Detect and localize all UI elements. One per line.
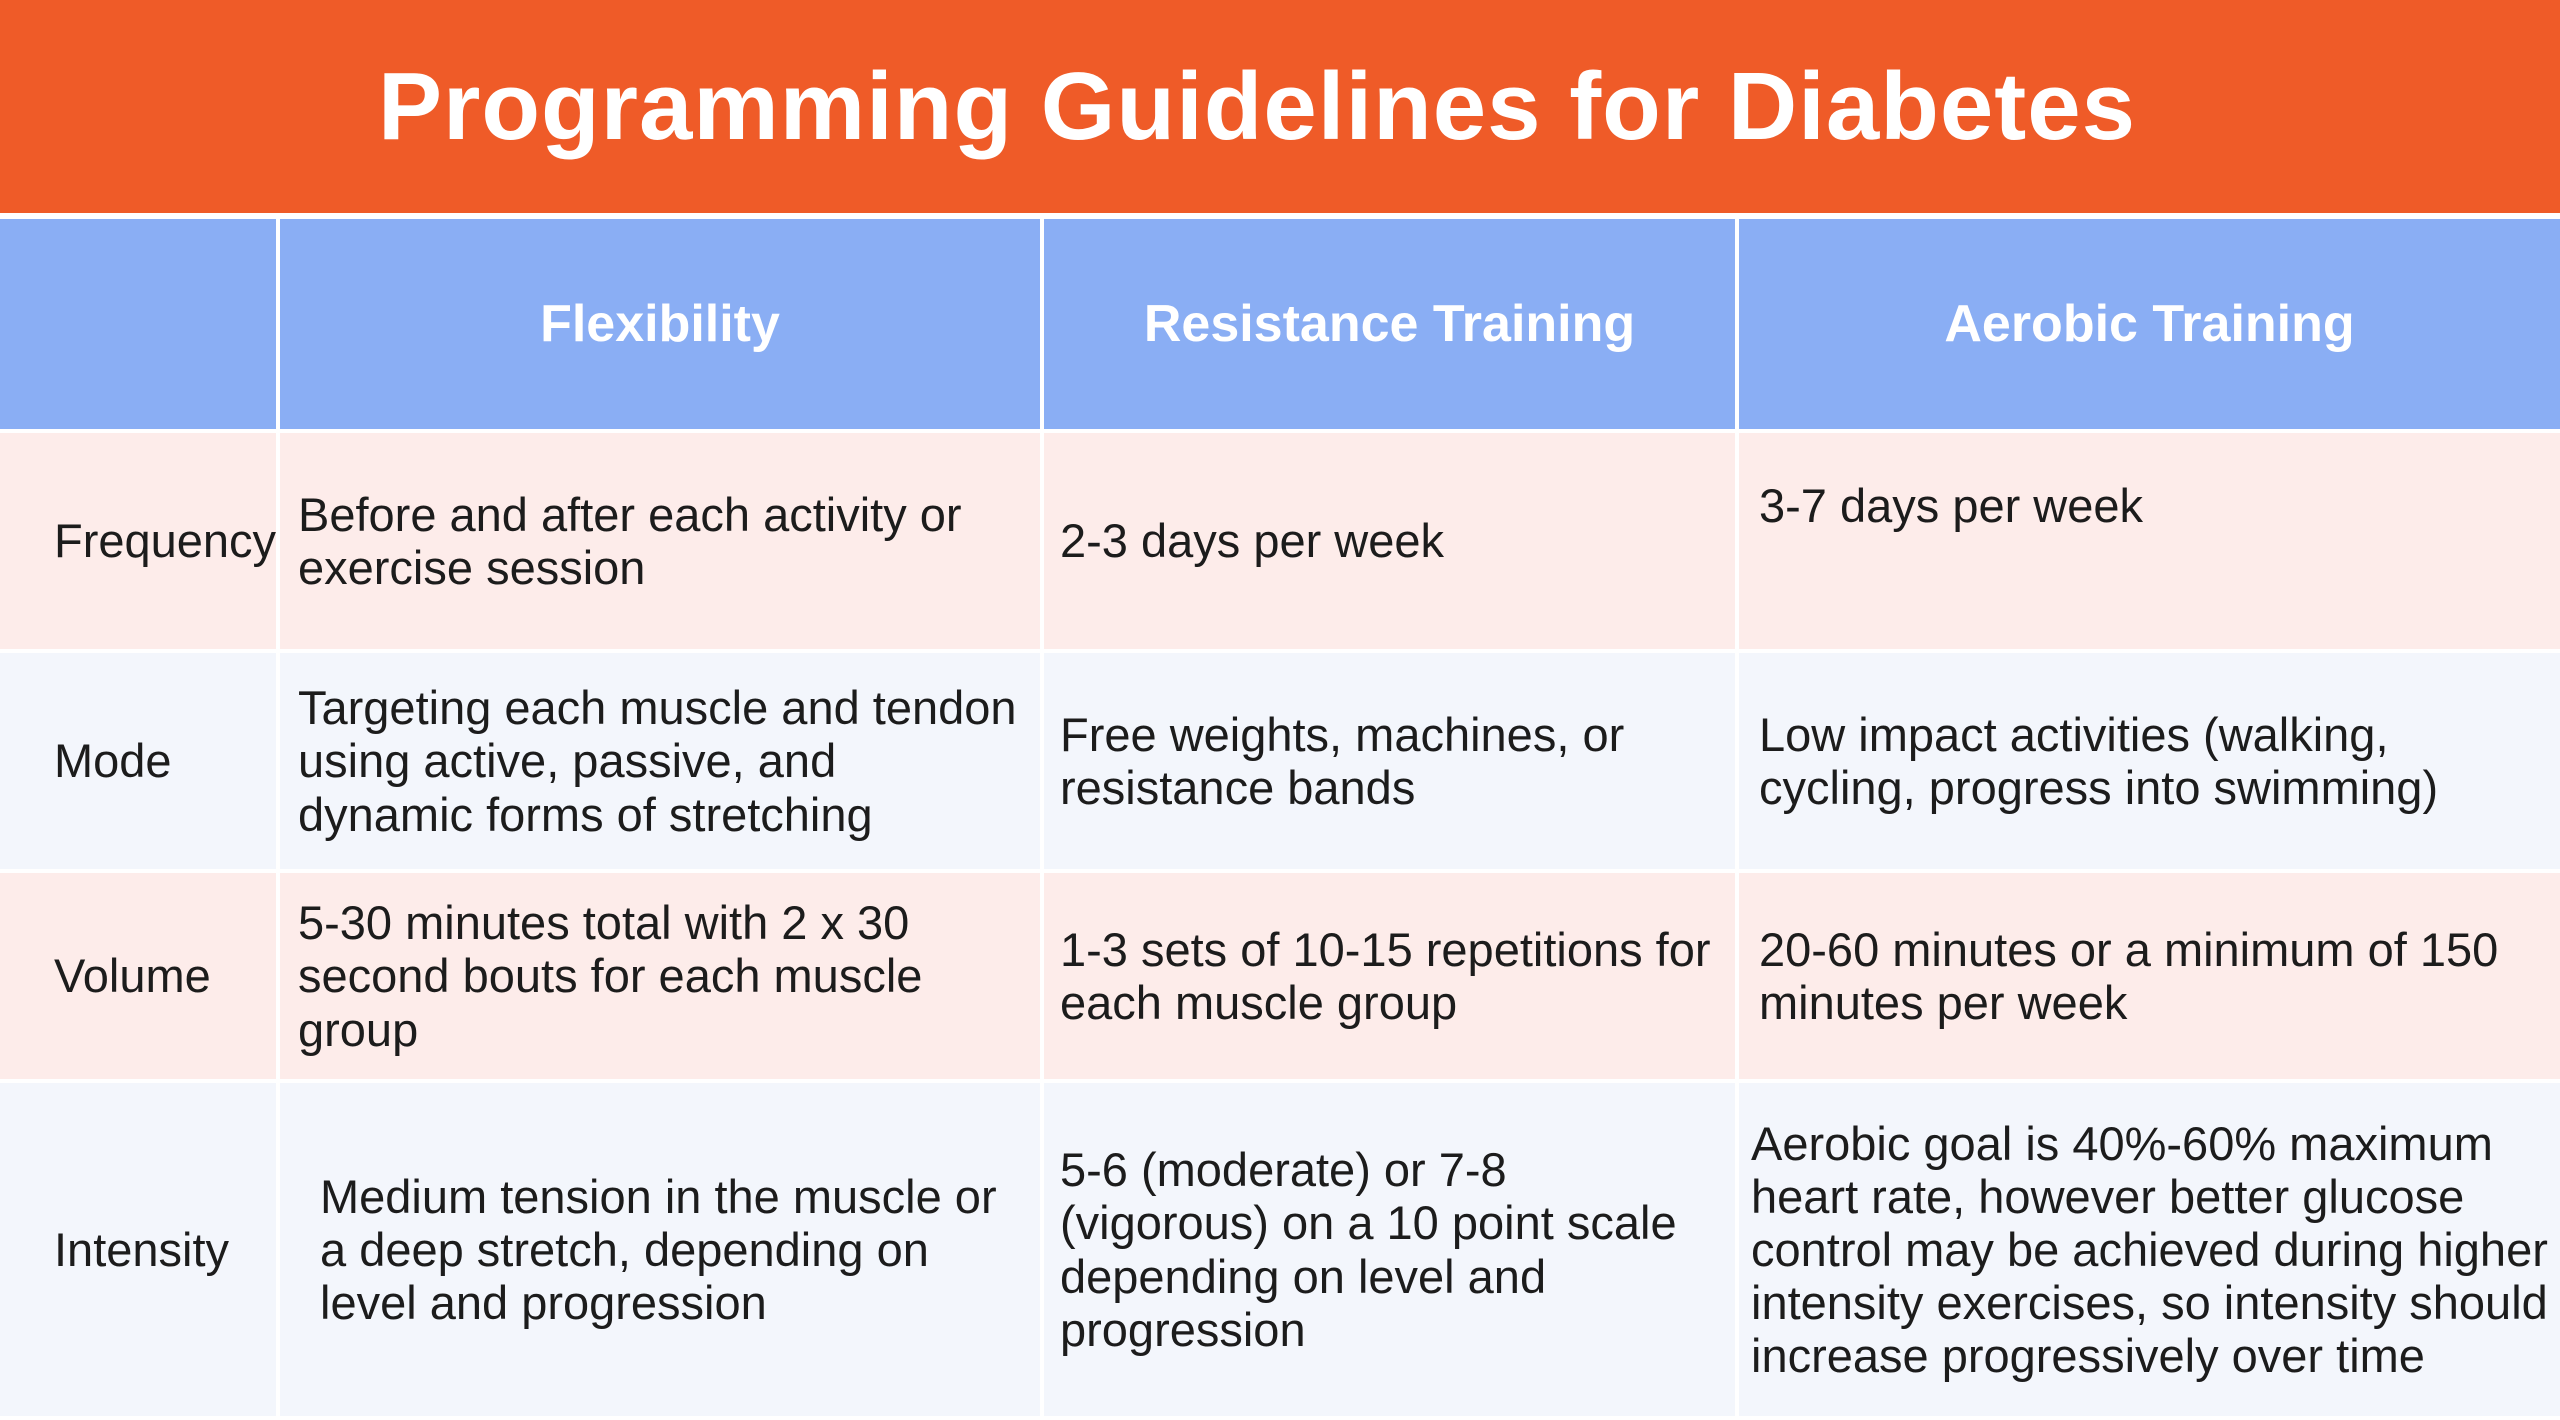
cell-frequency-aerobic: 3-7 days per week xyxy=(1739,433,2560,653)
title-bar: Programming Guidelines for Diabetes xyxy=(0,0,2560,213)
row-label-mode: Mode xyxy=(0,653,280,873)
cell-intensity-aerobic: Aerobic goal is 40%-60% maximum heart ra… xyxy=(1739,1083,2560,1420)
column-header-flexibility: Flexibility xyxy=(280,213,1044,433)
column-header-aerobic-training: Aerobic Training xyxy=(1739,213,2560,433)
cell-volume-resistance: 1-3 sets of 10-15 repetitions for each m… xyxy=(1044,873,1739,1083)
guidelines-table: Flexibility Resistance Training Aerobic … xyxy=(0,213,2560,1420)
row-label-frequency: Frequency xyxy=(0,433,280,653)
page-title: Programming Guidelines for Diabetes xyxy=(377,52,2137,160)
cell-mode-flexibility: Targeting each muscle and tendon using a… xyxy=(280,653,1044,873)
table-header-corner xyxy=(0,213,280,433)
cell-intensity-flexibility: Medium tension in the muscle or a deep s… xyxy=(280,1083,1044,1420)
cell-frequency-resistance: 2-3 days per week xyxy=(1044,433,1739,653)
cell-frequency-flexibility: Before and after each activity or exerci… xyxy=(280,433,1044,653)
cell-mode-aerobic: Low impact activities (walking, cycling,… xyxy=(1739,653,2560,873)
column-header-resistance-training: Resistance Training xyxy=(1044,213,1739,433)
cell-intensity-resistance: 5-6 (moderate) or 7-8 (vigorous) on a 10… xyxy=(1044,1083,1739,1420)
row-label-volume: Volume xyxy=(0,873,280,1083)
cell-volume-aerobic: 20-60 minutes or a minimum of 150 minute… xyxy=(1739,873,2560,1083)
cell-volume-flexibility: 5-30 minutes total with 2 x 30 second bo… xyxy=(280,873,1044,1083)
row-label-intensity: Intensity xyxy=(0,1083,280,1420)
cell-mode-resistance: Free weights, machines, or resistance ba… xyxy=(1044,653,1739,873)
